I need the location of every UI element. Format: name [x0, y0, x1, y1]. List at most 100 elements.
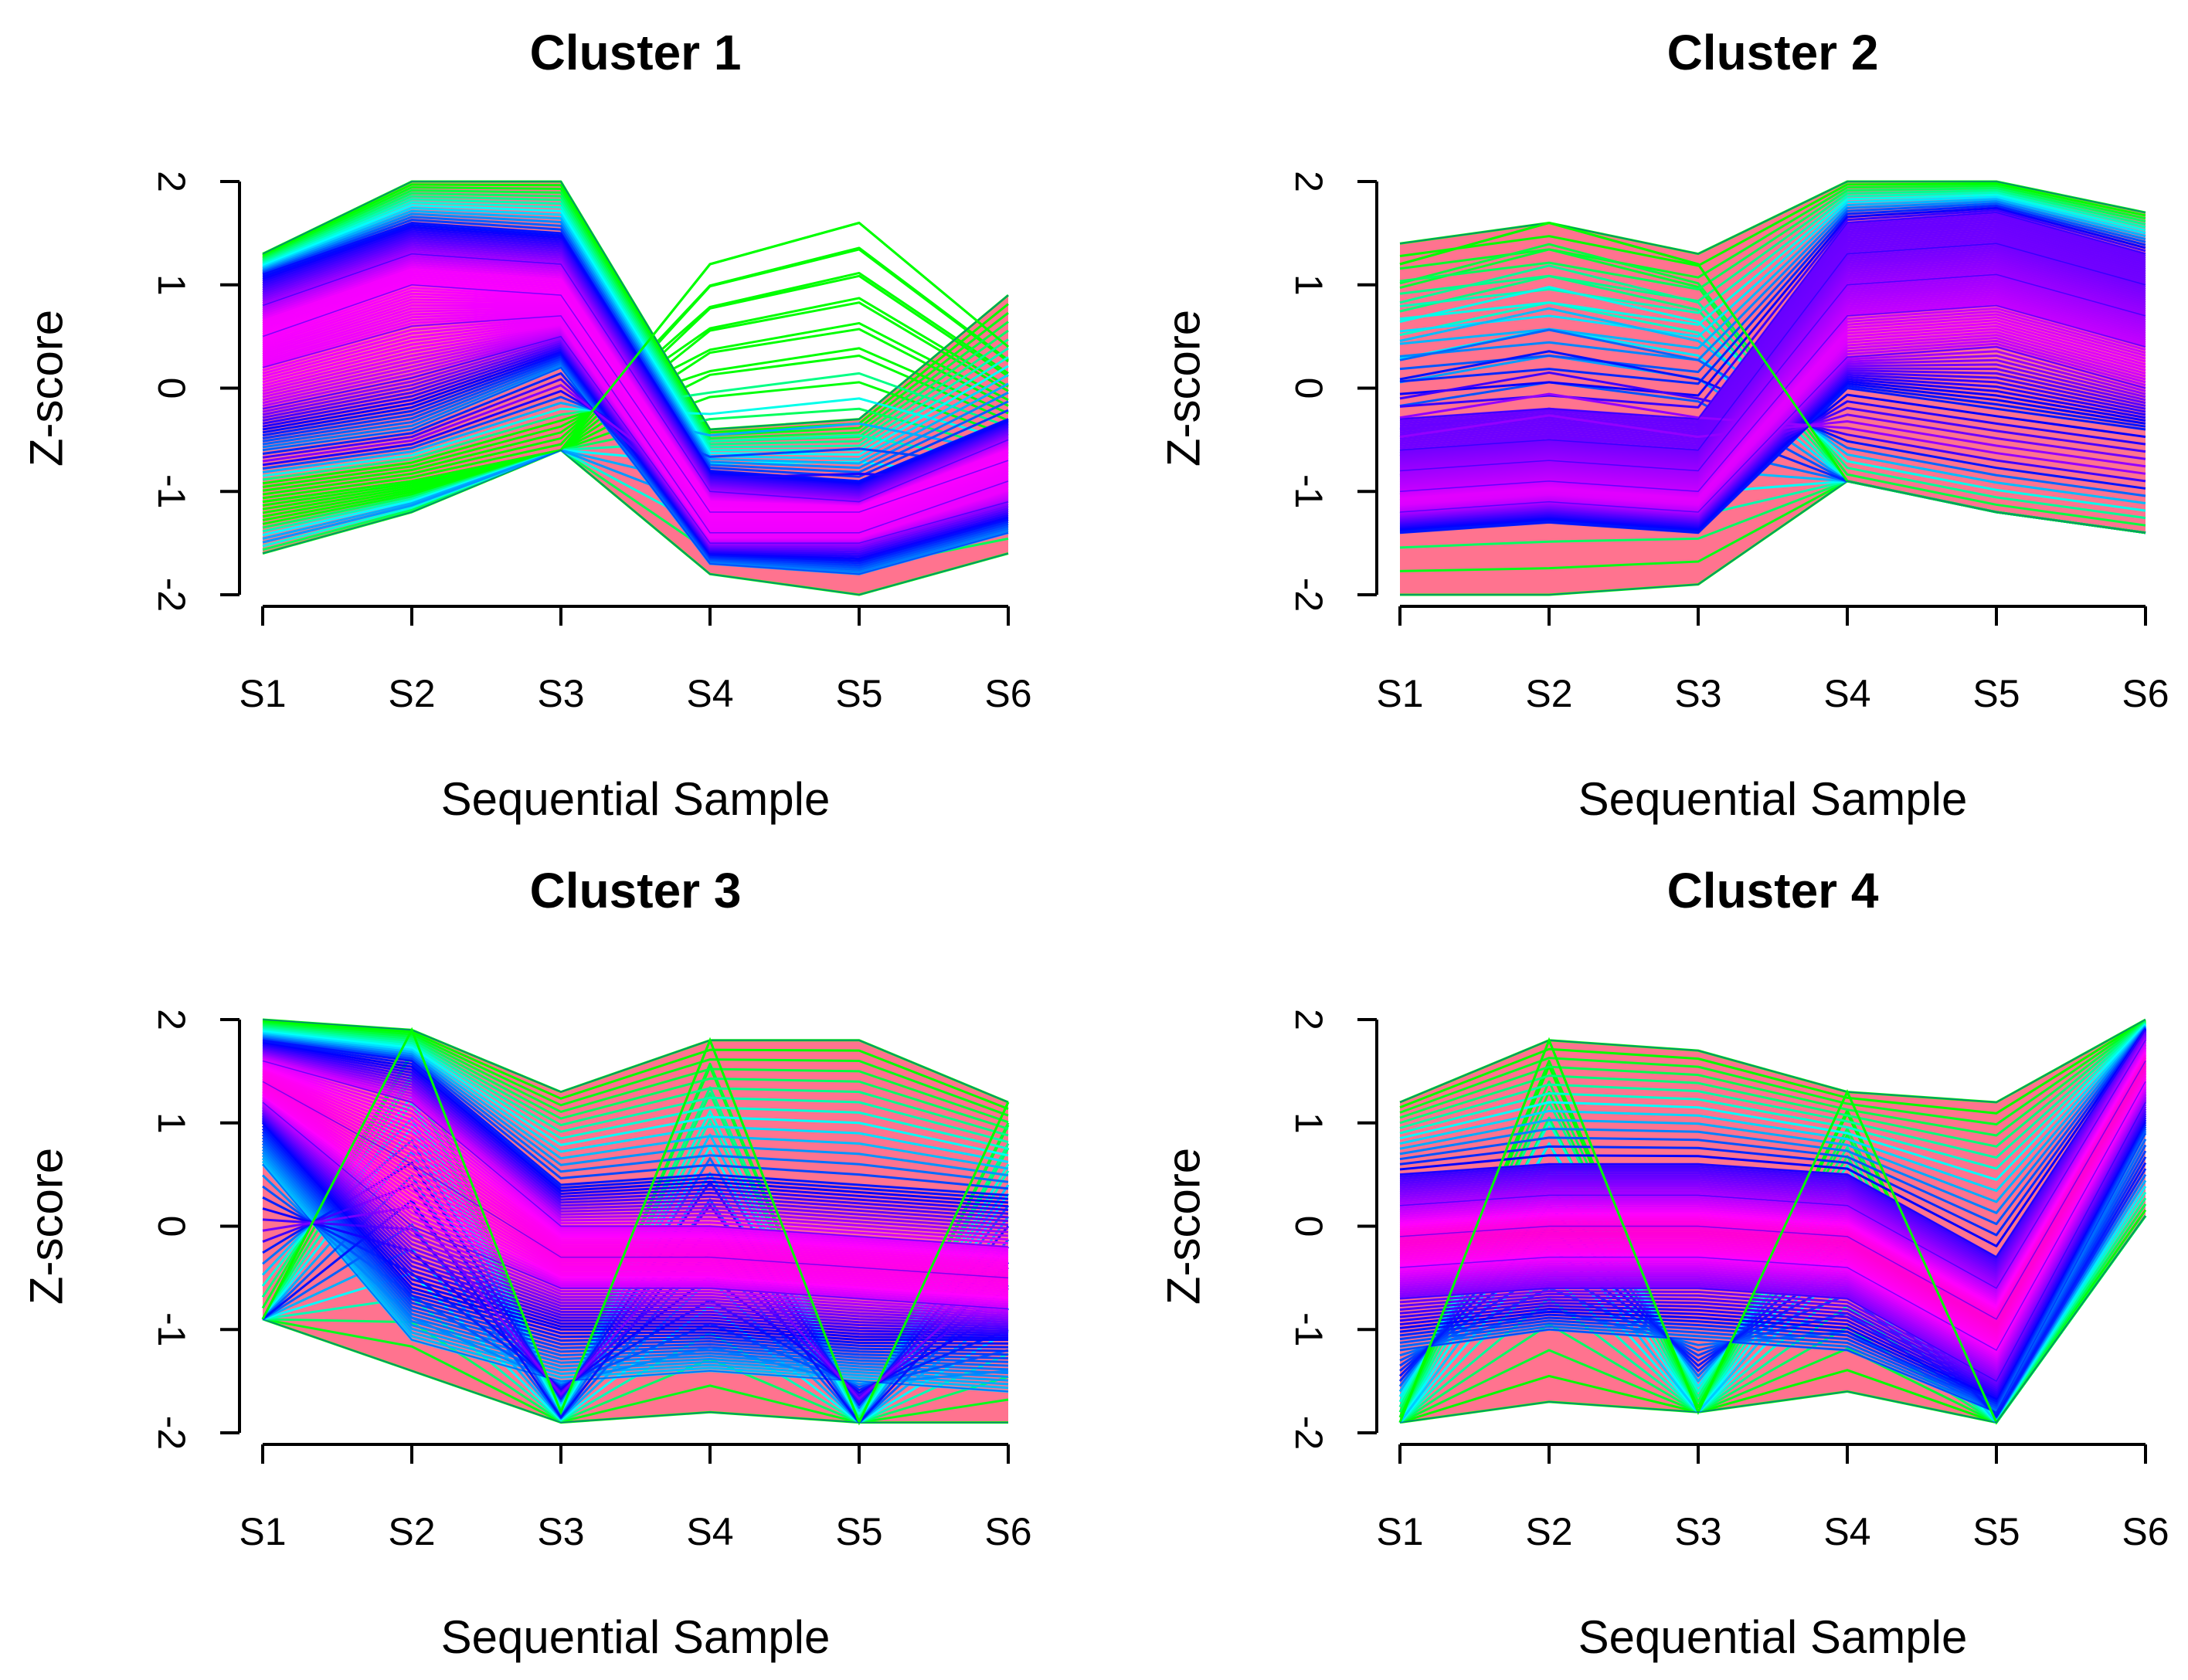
- series-line: [262, 1020, 1009, 1110]
- series-line: [262, 1037, 1009, 1190]
- data-series-line: [262, 335, 1009, 544]
- series-line: [262, 1044, 1009, 1208]
- series-line: [1399, 321, 2146, 502]
- x-tick-label: S4: [686, 1510, 733, 1553]
- series-line: [1399, 287, 2146, 481]
- series-line: [261, 1145, 1009, 1371]
- series-line: [262, 1064, 1009, 1255]
- series-line: [1399, 337, 2146, 509]
- y-tick-label: -1: [150, 1312, 193, 1346]
- x-tick-label: S5: [835, 1510, 882, 1553]
- data-series-line: [262, 222, 1009, 482]
- series-line: [1399, 300, 2146, 490]
- series-line: [262, 1070, 1009, 1264]
- x-tick-label: S6: [2122, 672, 2169, 715]
- y-tick-label: 0: [1287, 1216, 1330, 1237]
- series-line: [1399, 1023, 2147, 1181]
- series-line: [1399, 342, 2146, 512]
- series-line: [262, 1097, 1009, 1304]
- data-series-line: [262, 1163, 1009, 1393]
- series-line: [262, 1318, 1009, 1424]
- series-line: [262, 1104, 1009, 1315]
- series-line: [1399, 233, 2146, 443]
- series-line: [262, 186, 1009, 437]
- data-series-line: [1399, 346, 2146, 513]
- x-tick-label: S5: [1972, 672, 2020, 715]
- x-tick-label: S3: [1674, 672, 1721, 715]
- series-line: [262, 1021, 1009, 1117]
- series-line: [261, 1131, 1009, 1352]
- series-line: [262, 1042, 1009, 1204]
- series-line: [1399, 290, 2146, 484]
- series-line: [262, 1054, 1009, 1234]
- data-series-line: [1399, 387, 2146, 534]
- series-line: [1399, 1027, 2147, 1237]
- series-line: [1399, 222, 2146, 432]
- series-line: [1399, 226, 2146, 436]
- series-line: [1399, 350, 2146, 515]
- series-line: [262, 1067, 1009, 1260]
- data-series-line: [1399, 1029, 2146, 1258]
- y-tick-label: 0: [150, 1216, 193, 1237]
- series-line: [1399, 218, 2146, 427]
- y-tick-label: 0: [1287, 378, 1330, 399]
- series-line: [261, 1117, 1009, 1335]
- series-line: [1399, 316, 2146, 499]
- data-series-line: [1399, 273, 2146, 472]
- data-series-line: [1399, 1061, 2146, 1320]
- series-line: [262, 201, 1009, 452]
- series-line: [1399, 385, 2146, 533]
- series-line: [262, 1094, 1009, 1299]
- chart-title: Cluster 4: [1667, 863, 1879, 918]
- y-tick-label: 0: [150, 378, 193, 399]
- data-series-line: [262, 283, 1009, 513]
- series-line: [262, 1081, 1009, 1281]
- series-line: [262, 219, 1009, 478]
- data-series-line: [262, 1040, 1009, 1196]
- data-series-line: [1399, 1215, 2146, 1424]
- chart-panel: Cluster 4 -2 -1 0 1 2 Z-score S1 S2 S3 S4 S5 S6 Seque…: [1158, 863, 2169, 1663]
- series-line: [262, 321, 1009, 538]
- series-line: [1399, 324, 2146, 504]
- series-line: [1399, 239, 2146, 450]
- series-line: [1399, 369, 2146, 522]
- series-line: [261, 1139, 1009, 1363]
- data-series-line: [262, 1019, 1009, 1103]
- x-tick-label: S5: [1972, 1510, 2020, 1553]
- series-line: [261, 1108, 1009, 1322]
- series-line: [1399, 206, 2146, 397]
- series-line: [262, 1074, 1009, 1271]
- series-line: [262, 1028, 1009, 1150]
- series-line: [1399, 375, 2146, 527]
- data-series-line: [1399, 1081, 2146, 1352]
- data-series-line: [262, 449, 1009, 596]
- y-axis-label: Z-score: [1158, 310, 1210, 467]
- series-line: [262, 1092, 1009, 1297]
- series-line: [1399, 277, 2146, 475]
- series-line: [1399, 367, 2146, 521]
- series-line: [1399, 380, 2146, 530]
- series-line: [262, 209, 1009, 465]
- series-line: [262, 1055, 1009, 1237]
- x-axis-label: Sequential Sample: [441, 773, 831, 825]
- x-axis-label: Sequential Sample: [1578, 773, 1968, 825]
- y-tick-label: -2: [150, 578, 193, 612]
- series-line: [1399, 238, 2146, 447]
- y-tick-label: -1: [1287, 1312, 1330, 1346]
- series-line: [262, 1031, 1009, 1163]
- series-line: [1399, 200, 2146, 361]
- series-line: [262, 1046, 1009, 1215]
- series-line: [1399, 193, 2146, 326]
- x-tick-label: S2: [388, 672, 435, 715]
- x-tick-label: S6: [984, 1510, 1031, 1553]
- data-series-line: [1399, 1101, 2146, 1383]
- series-line: [262, 1057, 1009, 1241]
- series-line: [1399, 1020, 2146, 1137]
- series-line: [262, 1047, 1009, 1219]
- series-line: [262, 1102, 1009, 1312]
- y-tick-label: 1: [150, 274, 193, 296]
- series-line: [262, 1086, 1009, 1288]
- series-line: [1399, 275, 2146, 473]
- data-series-line: [1399, 243, 2146, 451]
- series-line: [262, 216, 1009, 473]
